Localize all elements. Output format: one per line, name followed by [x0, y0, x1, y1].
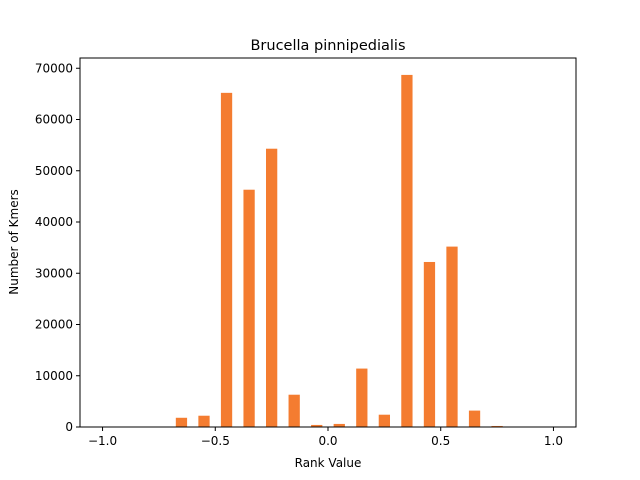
bar [356, 368, 368, 427]
y-tick-label: 10000 [35, 369, 73, 383]
bar [423, 261, 436, 427]
bar [266, 148, 278, 427]
bar [175, 417, 188, 427]
bar [401, 74, 413, 427]
bar [288, 394, 300, 427]
bar [333, 423, 345, 427]
x-axis-label: Rank Value [295, 456, 362, 470]
y-axis: 0 10000 20000 30000 40000 50000 60000 70000 [35, 61, 80, 434]
bar [468, 410, 481, 427]
y-tick-label: 20000 [35, 318, 73, 332]
y-tick-label: 60000 [35, 113, 73, 127]
y-tick-label: 40000 [35, 215, 73, 229]
y-tick-label: 0 [65, 420, 73, 434]
bar [378, 414, 390, 427]
bar [446, 246, 458, 427]
x-tick-label: −0.5 [201, 434, 230, 448]
x-tick-label: 0.0 [318, 434, 337, 448]
bars-group [175, 74, 503, 427]
chart-title: Brucella pinnipedialis [250, 38, 405, 54]
y-tick-label: 50000 [35, 164, 73, 178]
x-tick-label: 0.5 [431, 434, 450, 448]
bar [220, 92, 233, 427]
bar [243, 189, 255, 427]
x-tick-label: 1.0 [544, 434, 563, 448]
bar [198, 415, 210, 427]
y-axis-label: Number of Kmers [7, 189, 21, 295]
x-axis: −1.0 −0.5 0.0 0.5 1.0 [88, 427, 563, 448]
x-tick-label: −1.0 [88, 434, 117, 448]
plot-frame [79, 57, 577, 428]
y-tick-label: 30000 [35, 266, 73, 280]
y-tick-label: 70000 [35, 61, 73, 75]
bar [491, 425, 503, 427]
bar [311, 424, 323, 427]
